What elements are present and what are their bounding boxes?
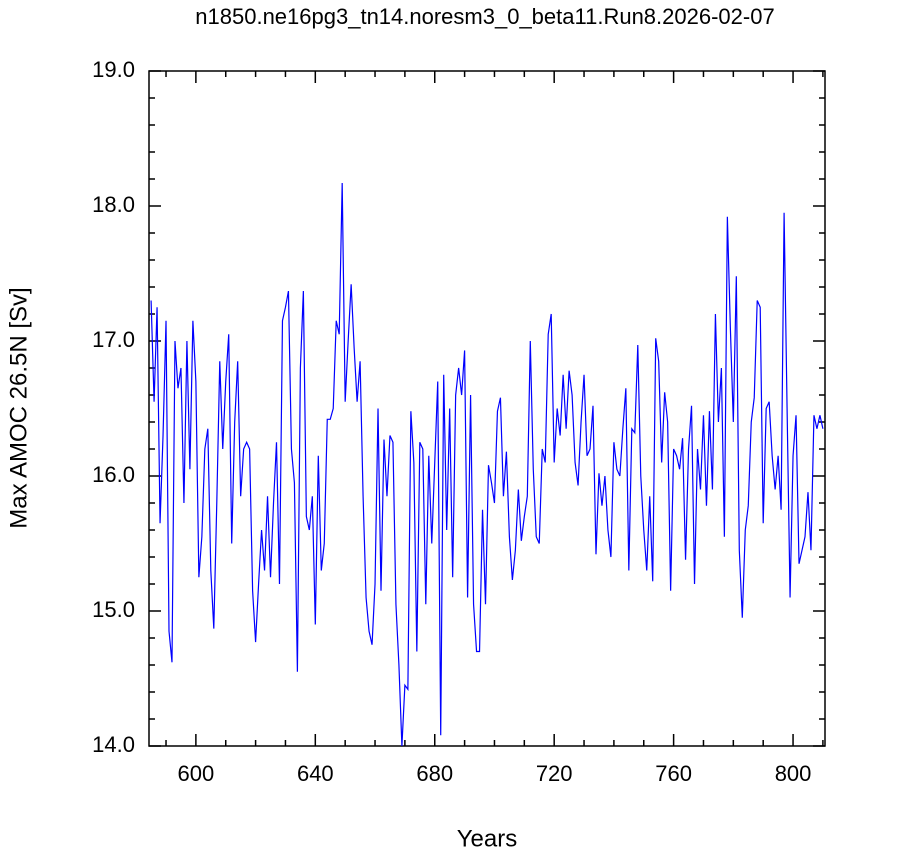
chart-title: n1850.ne16pg3_tn14.noresm3_0_beta11.Run8… <box>195 4 774 29</box>
x-axis-title: Years <box>457 825 518 852</box>
y-axis-title: Max AMOC 26.5N [Sv] <box>5 287 32 528</box>
y-tick-label: 16.0 <box>92 462 135 487</box>
y-tick-label: 19.0 <box>92 57 135 82</box>
x-tick-label: 760 <box>655 761 692 786</box>
y-tick-label: 14.0 <box>92 732 135 757</box>
data-line <box>150 183 824 747</box>
y-tick-label: 17.0 <box>92 327 135 352</box>
x-tick-label: 800 <box>775 761 812 786</box>
x-tick-label: 720 <box>536 761 573 786</box>
y-tick-label: 15.0 <box>92 597 135 622</box>
x-tick-label: 600 <box>178 761 215 786</box>
y-tick-label: 18.0 <box>92 192 135 217</box>
plot-frame <box>148 70 826 747</box>
x-tick-label: 640 <box>297 761 334 786</box>
x-tick-label: 680 <box>416 761 453 786</box>
